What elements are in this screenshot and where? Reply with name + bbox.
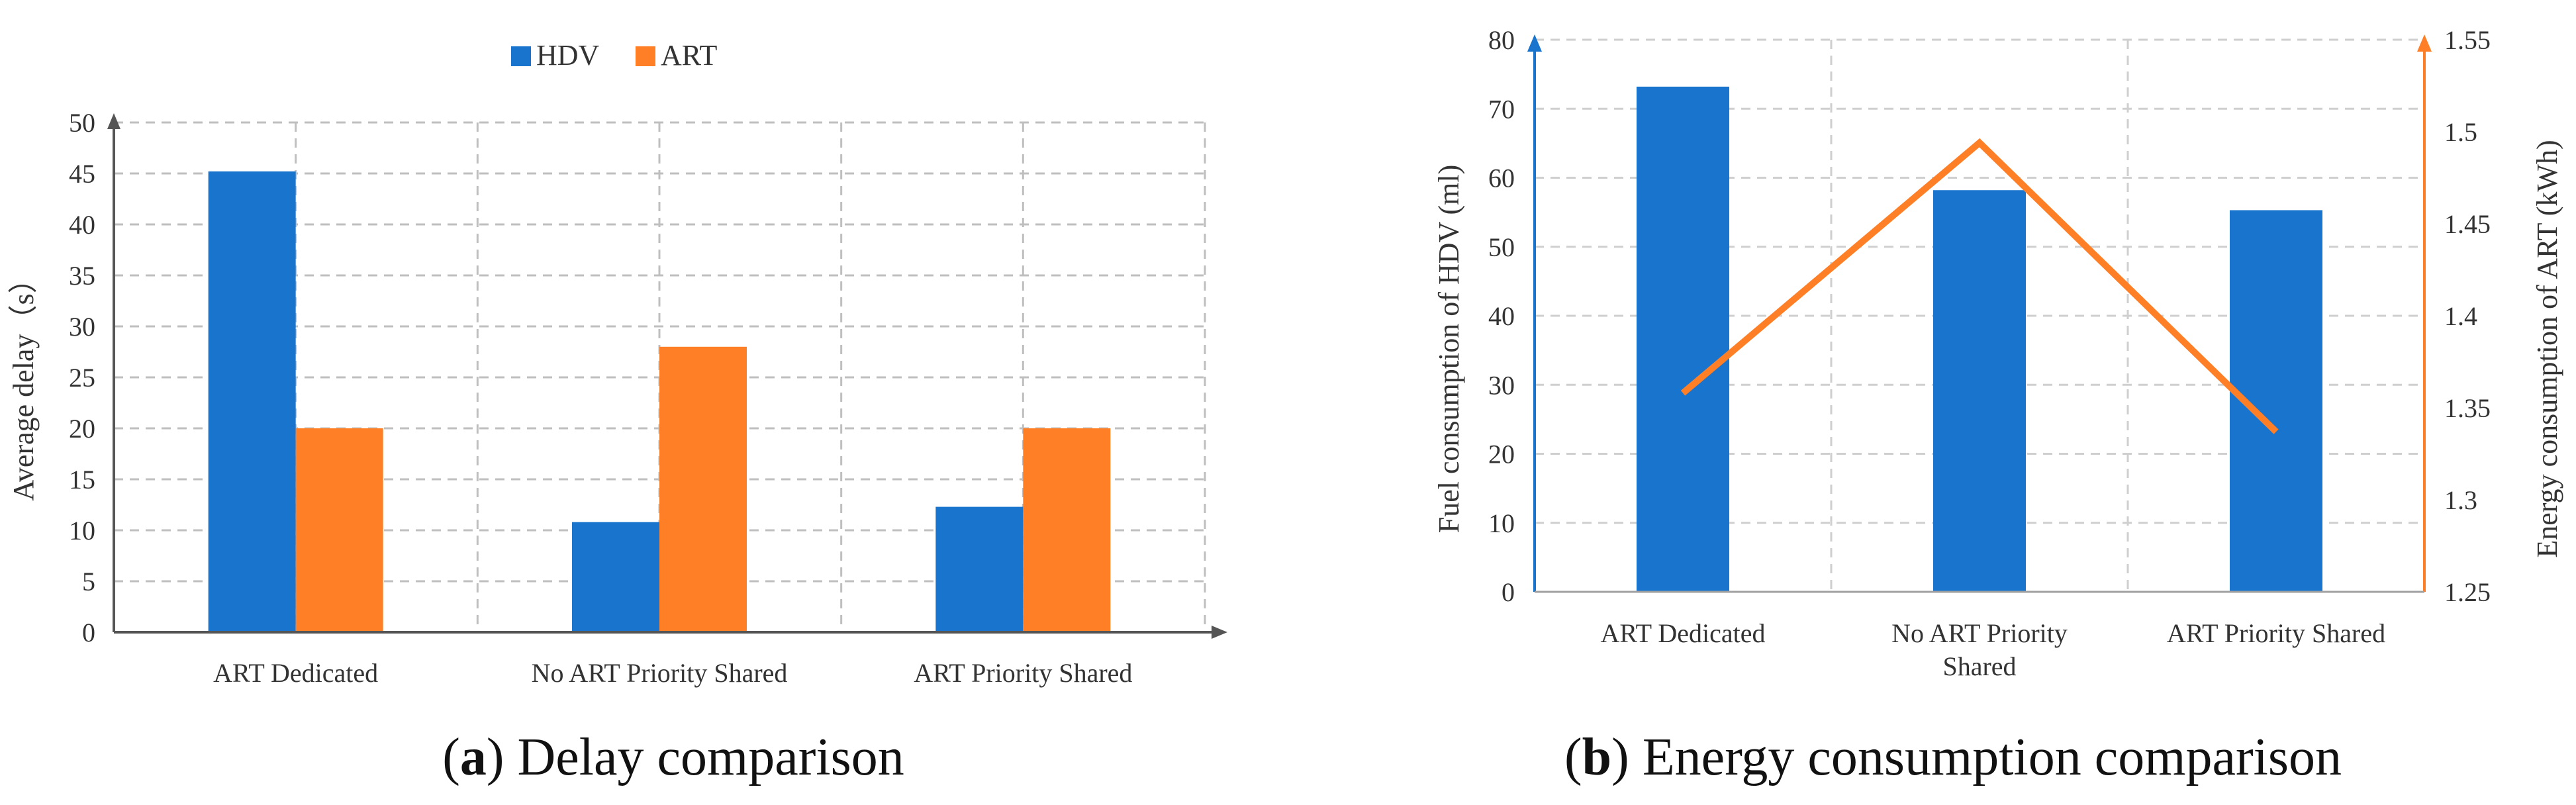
x-axis-arrow [1212, 626, 1227, 639]
legend-hdv-swatch [511, 46, 531, 66]
left-y-axis-label: Fuel consumption of HDV (ml) [1433, 165, 1465, 534]
axes [107, 113, 1227, 639]
legend-art-label: ART [661, 39, 717, 71]
caption-a: (a) Delay comparison [442, 728, 904, 786]
right-y-axis-label: Energy consumption of ART (kWh) [2531, 140, 2563, 557]
axes [1527, 34, 2432, 593]
x-category-label: No ART Priority [1891, 618, 2068, 648]
hdv-fuel-bar [1637, 86, 1729, 592]
art-energy-polyline [1680, 138, 2279, 434]
left-y-tick-label: 60 [1488, 164, 1515, 193]
right-y-axis-arrow [2417, 34, 2432, 52]
left-y-tick-label: 70 [1488, 94, 1515, 124]
y-tick-label: 35 [69, 261, 95, 291]
hdv-bar [935, 506, 1024, 632]
right-y-tick-label: 1.45 [2444, 209, 2491, 239]
right-y-tick-label: 1.55 [2444, 25, 2491, 55]
x-category-label: ART Priority Shared [2167, 618, 2385, 648]
right-y-tick-label: 1.35 [2444, 393, 2491, 423]
hdv-fuel-bar [1933, 190, 2026, 592]
bars [208, 171, 1111, 632]
right-y-tick-labels: 1.25 1.3 1.35 1.4 1.45 1.5 1.55 [2444, 25, 2491, 607]
y-tick-label: 25 [69, 363, 95, 393]
hdv-bar [572, 522, 659, 632]
art-bar [659, 346, 747, 632]
y-axis-arrow [107, 113, 120, 129]
y-axis-label: Average delay（s） [7, 264, 40, 500]
x-category-label: Shared [1942, 651, 2016, 681]
left-y-tick-label: 50 [1488, 232, 1515, 262]
x-category-label: ART Dedicated [1600, 618, 1765, 648]
right-y-tick-label: 1.3 [2444, 485, 2477, 515]
y-tick-label: 45 [69, 159, 95, 189]
delay-chart: HDV ART 0 5 10 15 20 25 30 35 40 45 50 ART Dedicat… [7, 39, 1227, 786]
y-tick-label: 5 [82, 567, 95, 596]
left-y-tick-label: 30 [1488, 370, 1515, 400]
hdv-bar [208, 171, 296, 632]
y-tick-label: 30 [69, 312, 95, 342]
art-bar [1023, 428, 1111, 632]
left-y-tick-label: 40 [1488, 301, 1515, 331]
caption-a-text: Delay comparison [504, 728, 904, 786]
y-tick-label: 40 [69, 210, 95, 240]
legend: HDV ART [511, 39, 717, 71]
y-tick-label: 15 [69, 465, 95, 495]
y-tick-label: 0 [82, 618, 95, 647]
y-tick-label: 50 [69, 108, 95, 138]
art-energy-line [1680, 138, 2279, 434]
bars [1637, 86, 2322, 592]
right-y-tick-label: 1.25 [2444, 577, 2491, 607]
left-y-axis-arrow [1527, 34, 1542, 52]
left-y-tick-label: 0 [1502, 577, 1515, 607]
right-y-tick-label: 1.4 [2444, 301, 2477, 331]
caption-b: (b) Energy consumption comparison [1564, 728, 2342, 786]
caption-b-letter: b [1582, 728, 1612, 786]
right-y-tick-label: 1.5 [2444, 117, 2477, 147]
left-y-tick-label: 20 [1488, 440, 1515, 469]
caption-a-letter: a [460, 728, 487, 786]
category-labels: ART Dedicated No ART Priority Shared ART P… [213, 658, 1132, 688]
y-tick-label: 10 [69, 516, 95, 545]
legend-hdv-label: HDV [536, 39, 600, 71]
x-category-label: ART Dedicated [213, 658, 378, 688]
y-tick-label: 20 [69, 414, 95, 444]
legend-art-swatch [636, 46, 655, 66]
left-y-tick-label: 80 [1488, 25, 1515, 55]
left-y-tick-label: 10 [1488, 508, 1515, 538]
x-category-label: No ART Priority Shared [532, 658, 788, 688]
caption-b-text: Energy consumption comparison [1629, 728, 2342, 786]
art-bar [295, 428, 383, 632]
y-tick-labels: 0 5 10 15 20 25 30 35 40 45 50 [69, 108, 95, 647]
x-category-label: ART Priority Shared [914, 658, 1132, 688]
left-y-tick-labels: 0 10 20 30 40 50 60 70 80 [1488, 25, 1515, 607]
